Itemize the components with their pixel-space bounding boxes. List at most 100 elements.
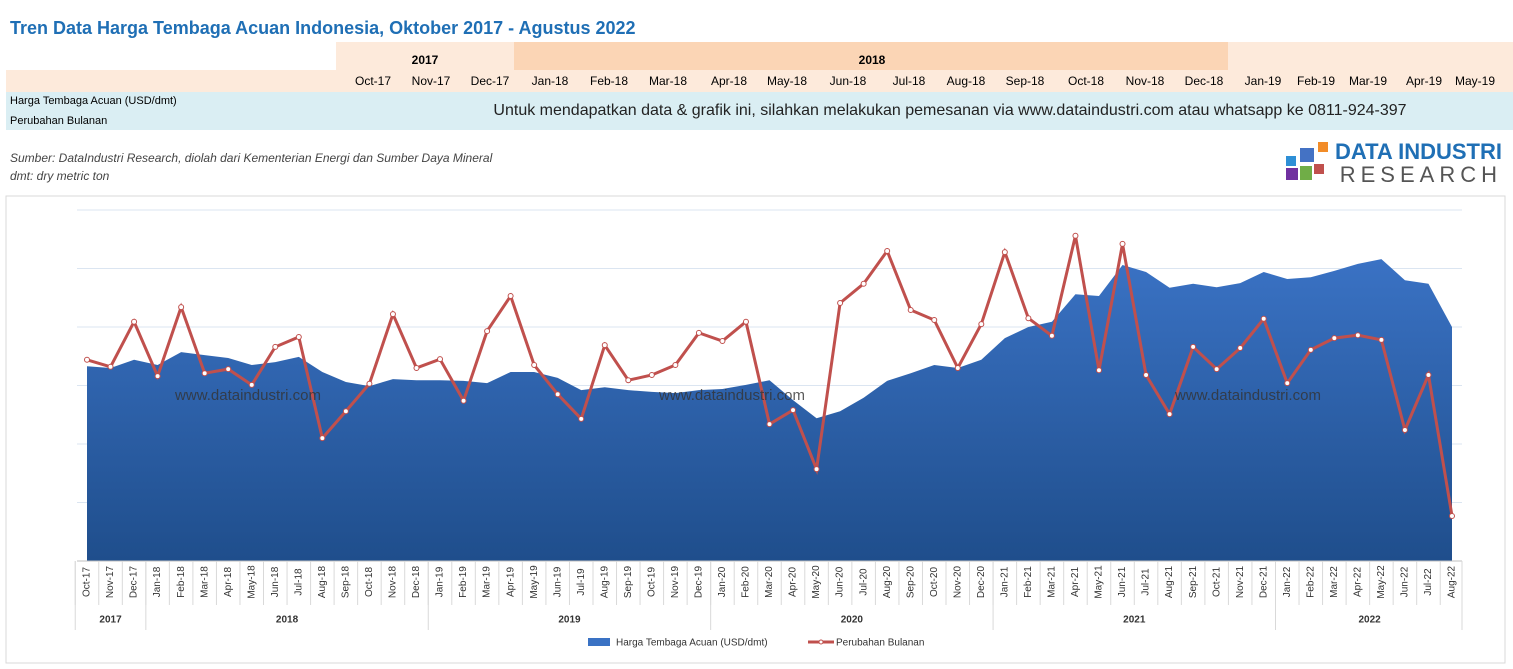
watermark: www.dataindustri.com xyxy=(174,387,321,404)
x-tick-label: Sep-21 xyxy=(1188,565,1199,598)
month-header: Mar-18 xyxy=(649,74,687,88)
x-tick-label: Mar-18 xyxy=(199,566,210,598)
x-tick-label: Sep-19 xyxy=(623,565,634,598)
x-tick-label: Mar-20 xyxy=(764,566,775,598)
x-tick-label: Jul-22 xyxy=(1423,568,1434,596)
point xyxy=(625,377,632,384)
year-band xyxy=(1228,42,1513,70)
x-tick-label: Oct-21 xyxy=(1211,567,1222,597)
x-tick-label: Sep-20 xyxy=(905,565,916,598)
month-header: May-19 xyxy=(1455,74,1495,88)
month-header: Aug-18 xyxy=(947,74,986,88)
x-tick-label: Aug-18 xyxy=(317,565,328,598)
x-tick-label: Aug-22 xyxy=(1447,565,1458,598)
month-header: Jan-18 xyxy=(532,74,569,88)
point xyxy=(319,435,326,442)
point xyxy=(1307,346,1314,353)
month-header: Jan-19 xyxy=(1245,74,1282,88)
point xyxy=(178,304,185,311)
x-tick-label: Jul-21 xyxy=(1141,568,1152,596)
point xyxy=(201,370,208,377)
month-header: Sep-18 xyxy=(1006,74,1045,88)
point xyxy=(837,300,844,307)
point xyxy=(1237,345,1244,352)
point xyxy=(978,321,985,328)
notice: Untuk mendapatkan data & grafik ini, sil… xyxy=(493,102,1406,119)
point xyxy=(860,280,867,287)
x-tick-label: Jun-21 xyxy=(1117,566,1128,597)
legend-swatch xyxy=(818,639,824,645)
x-tick-label: Jan-20 xyxy=(717,566,728,597)
row-label: Harga Tembaga Acuan (USD/dmt) xyxy=(10,95,177,107)
x-tick-label: Sep-18 xyxy=(341,565,352,598)
x-tick-label: Oct-20 xyxy=(929,567,940,597)
x-tick-label: Nov-17 xyxy=(105,565,116,598)
x-tick-label: May-20 xyxy=(811,565,822,599)
x-tick-label: Jun-20 xyxy=(835,566,846,597)
chart-frame xyxy=(5,195,1506,664)
point xyxy=(1025,315,1032,322)
month-header: Apr-19 xyxy=(1406,74,1442,88)
month-header: May-18 xyxy=(767,74,807,88)
point xyxy=(554,391,561,398)
point xyxy=(742,318,749,325)
x-tick-label: Apr-19 xyxy=(505,567,516,597)
note: dmt: dry metric ton xyxy=(10,169,110,183)
point xyxy=(672,362,679,369)
x-tick-label: Mar-22 xyxy=(1329,566,1340,598)
point xyxy=(248,381,255,388)
point xyxy=(1354,332,1361,339)
x-tick-label: Nov-20 xyxy=(952,565,963,598)
month-header: Oct-18 xyxy=(1068,74,1104,88)
legend-swatch xyxy=(588,638,610,646)
year-label: 2019 xyxy=(558,615,581,626)
point xyxy=(507,292,514,299)
point xyxy=(1119,240,1126,247)
month-header: Jul-18 xyxy=(893,74,926,88)
x-tick-label: May-18 xyxy=(246,565,257,599)
point xyxy=(1072,232,1079,239)
point xyxy=(1331,335,1338,342)
legend-label: Harga Tembaga Acuan (USD/dmt) xyxy=(616,638,768,649)
point xyxy=(931,316,938,323)
x-tick-label: Aug-19 xyxy=(599,565,610,598)
point xyxy=(954,364,961,371)
year-label: 2022 xyxy=(1359,615,1382,626)
point xyxy=(1213,366,1220,373)
point xyxy=(648,371,655,378)
point xyxy=(1260,315,1267,322)
point xyxy=(460,397,467,404)
x-tick-label: Jan-19 xyxy=(435,566,446,597)
x-tick-label: Dec-21 xyxy=(1258,565,1269,598)
month-header: Apr-18 xyxy=(711,74,747,88)
point xyxy=(342,408,349,415)
x-tick-label: Apr-20 xyxy=(788,567,799,597)
point xyxy=(484,328,491,335)
x-tick-label: Oct-19 xyxy=(646,567,657,597)
data-row xyxy=(6,92,1513,130)
x-tick-label: Dec-19 xyxy=(694,565,705,598)
x-tick-label: Apr-21 xyxy=(1070,567,1081,597)
point xyxy=(695,329,702,336)
area xyxy=(87,259,1452,561)
point xyxy=(790,407,797,414)
point xyxy=(131,318,138,325)
x-tick-label: Oct-18 xyxy=(364,567,375,597)
point xyxy=(1095,367,1102,374)
watermark: www.dataindustri.com xyxy=(658,387,805,404)
month-header: Nov-18 xyxy=(1126,74,1165,88)
year-label: 2021 xyxy=(1123,615,1146,626)
x-tick-label: May-19 xyxy=(529,565,540,599)
x-tick-label: Mar-21 xyxy=(1047,566,1058,598)
month-header: Dec-18 xyxy=(1185,74,1224,88)
year-label: 2018 xyxy=(276,615,299,626)
logo-icon xyxy=(1286,142,1328,180)
year-header: 2018 xyxy=(859,53,886,67)
x-tick-label: Jan-18 xyxy=(152,566,163,597)
month-header: Oct-17 xyxy=(355,74,391,88)
x-tick-label: Apr-22 xyxy=(1353,567,1364,597)
point xyxy=(107,363,114,370)
x-tick-label: Jul-20 xyxy=(858,568,869,596)
legend-label: Perubahan Bulanan xyxy=(836,638,924,649)
